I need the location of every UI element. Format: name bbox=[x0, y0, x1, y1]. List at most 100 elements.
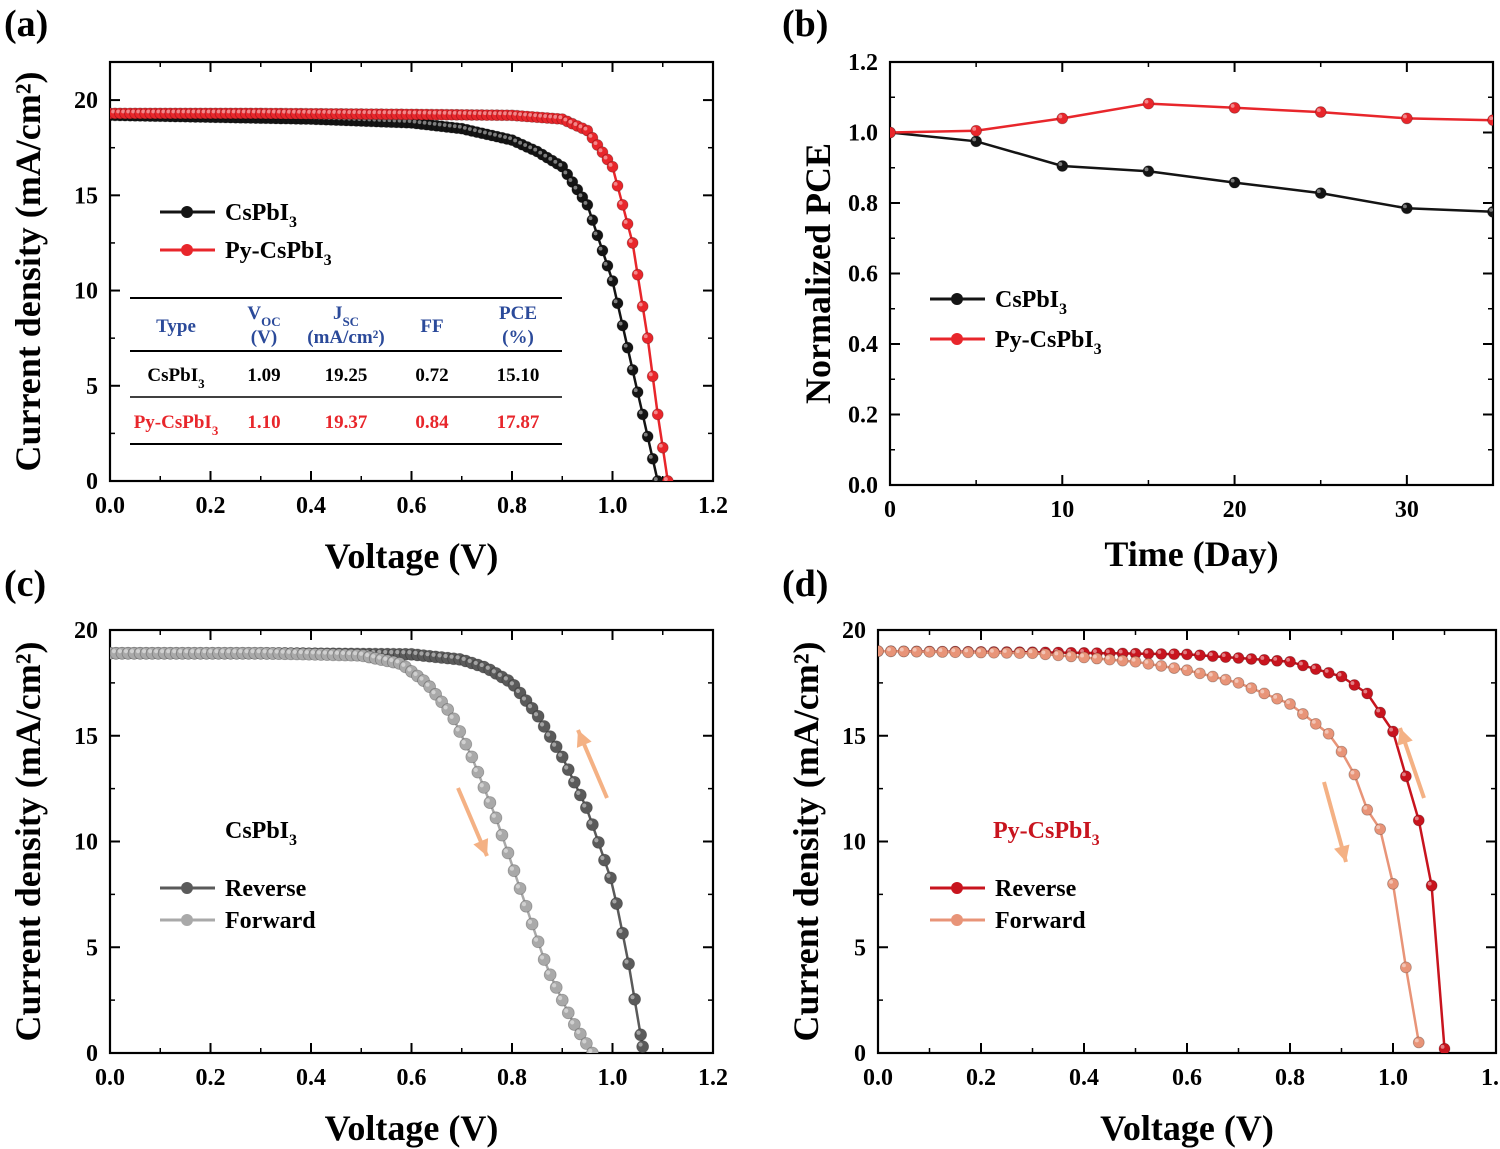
point-highlight bbox=[1144, 167, 1149, 172]
point-highlight bbox=[497, 830, 502, 836]
point-highlight bbox=[608, 277, 613, 282]
data-point bbox=[1090, 652, 1103, 665]
point-highlight bbox=[317, 109, 322, 114]
point-highlight bbox=[437, 122, 442, 127]
x-tick-label: 1.0 bbox=[1378, 1065, 1408, 1091]
data-point bbox=[549, 740, 563, 754]
point-highlight bbox=[304, 650, 309, 655]
point-highlight bbox=[282, 109, 286, 114]
point-highlight bbox=[382, 110, 387, 115]
reverse-scan-arrow bbox=[1397, 727, 1426, 799]
data-point bbox=[1387, 725, 1399, 738]
point-highlight bbox=[407, 110, 412, 115]
data-point bbox=[573, 1027, 587, 1041]
data-point bbox=[936, 646, 949, 658]
data-point bbox=[1258, 653, 1271, 666]
point-highlight bbox=[154, 649, 159, 654]
data-point bbox=[628, 992, 642, 1006]
point-highlight bbox=[126, 109, 131, 114]
data-point bbox=[1361, 687, 1374, 700]
data-point bbox=[489, 811, 503, 825]
point-highlight bbox=[244, 649, 249, 654]
data-point bbox=[465, 750, 479, 764]
point-highlight bbox=[648, 454, 653, 459]
point-highlight bbox=[527, 704, 533, 709]
point-highlight bbox=[367, 110, 372, 115]
legend-label: Reverse bbox=[225, 876, 307, 902]
data-point bbox=[1219, 673, 1232, 686]
data-point bbox=[970, 135, 983, 148]
point-highlight bbox=[563, 170, 568, 175]
point-highlight bbox=[538, 150, 543, 155]
point-highlight bbox=[613, 181, 618, 186]
point-highlight bbox=[262, 649, 267, 654]
point-highlight bbox=[648, 372, 653, 377]
point-highlight bbox=[202, 649, 207, 654]
point-highlight bbox=[543, 153, 548, 158]
data-point bbox=[1245, 682, 1258, 695]
point-highlight bbox=[395, 659, 400, 664]
point-highlight bbox=[148, 649, 153, 654]
point-highlight bbox=[545, 732, 551, 737]
x-tick-label: 20 bbox=[1223, 497, 1247, 523]
data-point bbox=[890, 126, 896, 139]
point-highlight bbox=[1402, 772, 1406, 777]
point-highlight bbox=[1489, 116, 1493, 121]
data-point bbox=[1181, 648, 1193, 661]
point-highlight bbox=[141, 109, 146, 114]
point-highlight bbox=[899, 647, 904, 652]
data-point bbox=[611, 297, 624, 310]
point-highlight bbox=[220, 649, 225, 654]
data-point bbox=[634, 1028, 648, 1042]
plot-area bbox=[110, 107, 674, 481]
point-highlight bbox=[1311, 720, 1316, 724]
x-tick-label: 0.6 bbox=[397, 493, 427, 519]
x-tick-label: 1.2 bbox=[698, 493, 728, 519]
chart-panel-2: (c) 0.0 0.2 0.4 0.6 0.8 1.0 1.2 0 5 10 15 20 Voltage … bbox=[4, 563, 728, 1148]
series-line bbox=[110, 652, 644, 1047]
point-highlight bbox=[912, 647, 917, 652]
data-point bbox=[606, 160, 619, 173]
point-highlight bbox=[1403, 114, 1407, 119]
point-highlight bbox=[612, 899, 617, 904]
point-highlight bbox=[1234, 654, 1239, 659]
legend-marker bbox=[181, 244, 193, 256]
data-point bbox=[636, 408, 649, 421]
data-point bbox=[1026, 647, 1039, 660]
data-point bbox=[656, 441, 669, 454]
point-highlight bbox=[478, 111, 482, 116]
point-highlight bbox=[425, 652, 430, 657]
data-point bbox=[1056, 160, 1069, 172]
data-point bbox=[616, 319, 629, 332]
point-highlight bbox=[407, 119, 412, 123]
y-tick-label: 1.0 bbox=[848, 121, 878, 147]
point-highlight bbox=[452, 124, 457, 129]
point-highlight bbox=[503, 676, 508, 681]
data-point bbox=[441, 703, 455, 716]
point-highlight bbox=[503, 135, 507, 139]
data-point bbox=[1387, 877, 1399, 890]
data-point bbox=[507, 864, 521, 878]
data-point bbox=[1228, 101, 1241, 114]
point-highlight bbox=[274, 649, 279, 654]
legend-label: Forward bbox=[225, 908, 316, 934]
data-point bbox=[1142, 97, 1155, 110]
legend-marker bbox=[181, 914, 193, 926]
point-highlight bbox=[302, 109, 306, 114]
data-point bbox=[1168, 662, 1181, 674]
point-highlight bbox=[196, 649, 201, 654]
data-point bbox=[579, 1037, 593, 1050]
table-cell-type: CsPbI3 bbox=[147, 365, 205, 391]
table-cell-jsc: 19.25 bbox=[325, 365, 368, 386]
x-tick-label: 0.8 bbox=[1275, 1065, 1305, 1091]
point-highlight bbox=[307, 109, 312, 114]
point-highlight bbox=[340, 650, 346, 656]
point-highlight bbox=[1157, 650, 1162, 654]
point-highlight bbox=[292, 109, 296, 114]
data-point bbox=[1103, 653, 1116, 666]
point-highlight bbox=[123, 649, 129, 654]
panel-label: (d) bbox=[782, 563, 828, 605]
data-point bbox=[611, 179, 624, 192]
point-highlight bbox=[1230, 103, 1235, 108]
